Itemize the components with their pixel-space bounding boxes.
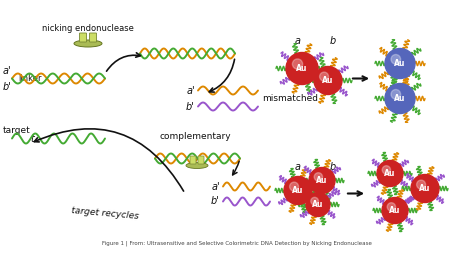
FancyBboxPatch shape [80,33,86,42]
Text: nicking endonuclease: nicking endonuclease [42,23,134,33]
Text: Au: Au [394,94,406,103]
Text: b: b [330,162,336,171]
Text: a: a [295,162,301,171]
Text: Figure 1 | From: Ultrasensitive and Selective Colorimetric DNA Detection by Nick: Figure 1 | From: Ultrasensitive and Sele… [102,240,372,245]
Circle shape [387,203,395,211]
Text: b: b [330,36,336,45]
Circle shape [385,49,415,78]
Text: Au: Au [316,176,328,185]
Circle shape [306,193,330,217]
Circle shape [284,176,312,205]
Text: target recycles: target recycles [71,206,139,221]
FancyBboxPatch shape [198,156,204,164]
Ellipse shape [186,163,208,168]
Text: b': b' [3,81,12,92]
Circle shape [382,166,391,174]
Circle shape [292,59,302,69]
Text: Au: Au [312,200,324,209]
Text: b': b' [186,101,195,112]
Circle shape [391,54,401,64]
Text: a': a' [3,65,12,76]
Circle shape [411,175,439,202]
Circle shape [314,173,322,181]
Text: t: t [30,135,34,144]
Circle shape [290,182,299,191]
Ellipse shape [74,40,102,47]
Text: Au: Au [419,184,431,193]
Circle shape [286,53,318,84]
Circle shape [319,72,328,81]
FancyBboxPatch shape [90,33,97,42]
Circle shape [311,197,319,205]
Circle shape [385,84,415,113]
Text: a': a' [186,85,195,96]
Text: mismatched: mismatched [262,94,318,103]
Text: Au: Au [384,169,396,178]
Text: Au: Au [322,76,334,85]
Circle shape [417,180,426,189]
Text: complementary: complementary [159,132,231,141]
Text: target: target [3,126,31,135]
Text: Au: Au [394,59,406,68]
Circle shape [377,160,403,187]
Text: Au: Au [292,186,304,195]
Text: Au: Au [296,64,308,73]
Text: Au: Au [389,206,401,215]
FancyBboxPatch shape [190,156,196,164]
Circle shape [391,89,401,99]
Text: b': b' [211,197,220,206]
Circle shape [314,66,342,95]
Text: a': a' [211,182,220,191]
Circle shape [309,167,335,194]
Circle shape [382,198,408,223]
Text: linker: linker [18,74,42,83]
Text: a: a [295,36,301,45]
